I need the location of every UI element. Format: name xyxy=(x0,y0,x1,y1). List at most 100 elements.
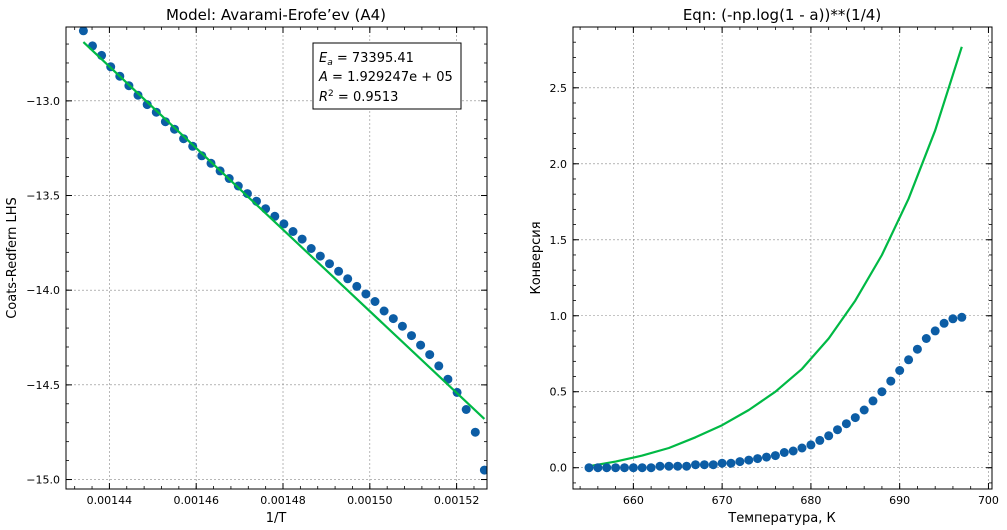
data-point xyxy=(179,134,189,144)
chart-title: Model: Avarami-Erofe’ev (A4) xyxy=(166,6,386,24)
grid-lines xyxy=(573,27,992,489)
data-point xyxy=(142,100,152,110)
data-point xyxy=(306,244,316,253)
x-tick-label: 0.00150 xyxy=(347,494,393,507)
data-point xyxy=(602,463,612,473)
data-point xyxy=(735,457,745,467)
data-point xyxy=(673,461,683,471)
data-point xyxy=(325,259,334,269)
y-tick-label: −14.5 xyxy=(26,379,60,392)
x-tick-label: 690 xyxy=(889,494,910,507)
data-point xyxy=(361,289,371,299)
x-tick-label: 0.00152 xyxy=(434,494,480,507)
data-point xyxy=(877,387,887,397)
data-point xyxy=(815,435,825,445)
data-point xyxy=(717,458,727,468)
data-point xyxy=(886,376,896,386)
series-line xyxy=(82,41,486,420)
data-point xyxy=(859,405,869,415)
data-point xyxy=(948,314,958,324)
data-point xyxy=(637,463,647,473)
x-axis-label: Температура, К xyxy=(727,511,835,526)
data-point xyxy=(930,326,940,336)
y-tick-label: 1.5 xyxy=(550,234,568,247)
x-tick-label: 700 xyxy=(978,494,999,507)
data-point xyxy=(957,312,967,322)
data-point xyxy=(744,455,754,465)
data-point xyxy=(160,117,170,127)
y-tick-label: 2.0 xyxy=(550,158,568,171)
data-point xyxy=(470,427,480,437)
data-point xyxy=(841,419,851,429)
data-point xyxy=(699,460,709,470)
y-tick-label: −13.5 xyxy=(26,190,60,203)
y-tick-label: −14.0 xyxy=(26,284,60,297)
annotation-ea: Ea = 73395.41 xyxy=(319,51,414,68)
plot-area xyxy=(584,46,967,473)
data-point xyxy=(646,463,656,473)
data-point xyxy=(279,219,289,229)
data-point xyxy=(242,189,252,199)
data-point xyxy=(334,266,344,276)
data-point xyxy=(370,297,380,306)
data-point xyxy=(434,361,444,371)
annotation-a: A = 1.929247e + 05 xyxy=(318,70,453,85)
data-point xyxy=(288,227,298,236)
axis-ticks: 660 670 680 690 700 0.0 0.5 1.0 1.5 2.0 2.5 xyxy=(550,26,999,507)
data-point xyxy=(388,314,398,324)
data-point xyxy=(708,460,718,470)
data-point xyxy=(628,463,638,473)
axes-frame xyxy=(572,26,993,490)
data-point xyxy=(904,355,914,365)
data-point xyxy=(939,318,949,328)
data-point xyxy=(762,452,771,462)
data-point xyxy=(726,458,736,468)
y-tick-label: −13.0 xyxy=(26,95,60,108)
annotation-r2: R2 = 0.9513 xyxy=(319,89,398,105)
data-point xyxy=(788,446,798,456)
data-point xyxy=(682,461,692,471)
data-point xyxy=(753,454,763,464)
data-point xyxy=(133,90,143,100)
annotation-box: Ea = 73395.41 A = 1.929247e + 05 R2 = 0.… xyxy=(312,42,462,110)
data-point xyxy=(379,306,389,316)
data-point xyxy=(584,463,594,473)
x-tick-label: 0.00146 xyxy=(173,494,219,507)
data-point xyxy=(297,234,307,244)
chart-title: Eqn: (-np.log(1 - a))**(1/4) xyxy=(683,6,881,24)
data-point xyxy=(397,321,407,331)
data-point xyxy=(770,451,780,461)
y-tick-label: 1.0 xyxy=(550,310,568,323)
data-point xyxy=(78,27,88,36)
data-point xyxy=(806,440,816,450)
x-tick-label: 670 xyxy=(712,494,733,507)
series-line xyxy=(588,46,963,468)
x-tick-label: 0.00144 xyxy=(87,494,133,507)
data-point xyxy=(779,448,789,457)
data-point xyxy=(824,431,834,441)
data-point xyxy=(593,463,603,473)
y-tick-label: 0.5 xyxy=(550,386,568,399)
data-point xyxy=(620,463,629,473)
axes-frame xyxy=(65,26,488,490)
data-point xyxy=(655,461,665,471)
y-axis-label: Конверсия xyxy=(529,221,544,294)
y-tick-label: −15.0 xyxy=(26,474,60,487)
panel-conversion: 660 670 680 690 700 0.0 0.5 1.0 1.5 2.0 2.5 Eqn: (… xyxy=(529,6,999,526)
data-point xyxy=(833,425,842,435)
data-point xyxy=(895,366,905,375)
data-point xyxy=(407,331,416,341)
data-point xyxy=(921,334,931,343)
plot-area xyxy=(78,27,487,475)
data-point xyxy=(479,465,487,475)
data-point xyxy=(850,413,860,423)
x-tick-label: 0.00148 xyxy=(260,494,306,507)
data-point xyxy=(461,405,471,414)
x-tick-label: 680 xyxy=(800,494,821,507)
data-point xyxy=(912,344,922,354)
data-point xyxy=(416,340,426,350)
data-point xyxy=(868,396,878,406)
data-point xyxy=(611,463,621,473)
data-point xyxy=(343,274,353,284)
